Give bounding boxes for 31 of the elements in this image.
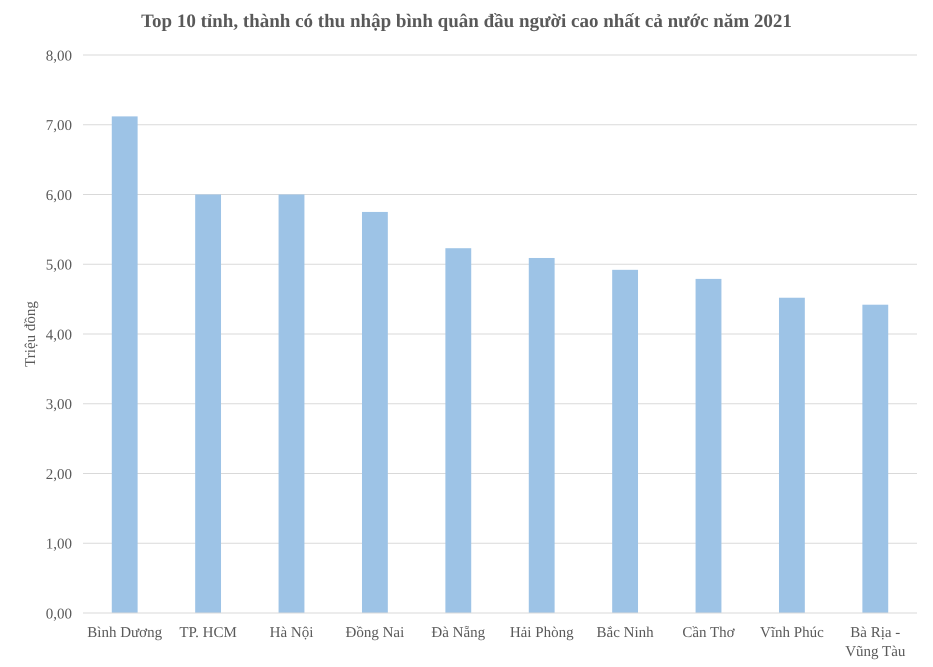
- y-axis-title: Triệu đồng: [23, 300, 39, 367]
- x-tick-label: TP. HCM: [179, 625, 237, 641]
- bar: [112, 116, 138, 613]
- y-tick-label: 6,00: [46, 188, 72, 204]
- bar: [445, 248, 472, 613]
- bar: [696, 278, 722, 613]
- x-tick-label: Bà Rịa - Vũng Tàu: [845, 625, 906, 660]
- x-tick-label: Hải Phòng: [510, 625, 574, 641]
- y-tick-label: 7,00: [46, 118, 72, 134]
- y-tick-label: 3,00: [46, 397, 72, 413]
- bar: [612, 270, 638, 613]
- x-tick-label: Bình Dương: [87, 625, 163, 641]
- y-tick-label: 0,00: [46, 606, 72, 622]
- y-tick-label: 5,00: [46, 258, 72, 274]
- y-tick-label: 8,00: [46, 48, 72, 64]
- x-tick-label: Hà Nội: [270, 625, 314, 641]
- bar: [362, 212, 388, 613]
- bar: [778, 298, 805, 613]
- bar: [862, 304, 888, 613]
- x-tick-label: Vĩnh Phúc: [760, 625, 824, 641]
- y-tick-label: 2,00: [46, 466, 72, 483]
- x-tick-label: Cần Thơ: [682, 625, 736, 641]
- chart-title: Top 10 tỉnh, thành có thu nhập bình quân đầu người cao nhất cả nước năm 2021: [141, 11, 792, 32]
- bar: [278, 194, 304, 613]
- y-tick-label: 1,00: [46, 536, 72, 552]
- bar: [195, 194, 222, 613]
- x-tick-label: Đà Nẵng: [431, 625, 486, 641]
- y-tick-label: 4,00: [46, 327, 72, 344]
- x-tick-label: Đồng Nai: [346, 625, 404, 641]
- x-tick-label: Bắc Ninh: [596, 625, 654, 641]
- bar: [528, 258, 555, 613]
